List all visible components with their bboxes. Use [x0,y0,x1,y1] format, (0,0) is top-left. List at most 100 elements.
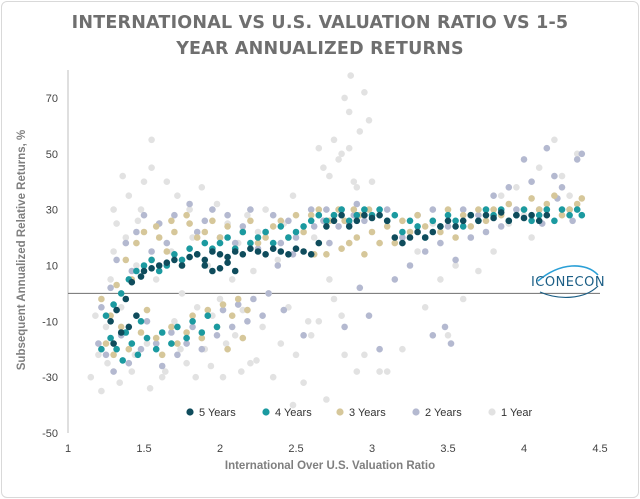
data-point-4-years [110,301,117,308]
data-point-2-years [335,223,342,230]
data-point-3-years [183,329,190,336]
data-point-4-years [520,206,528,213]
data-point-5-years [543,211,551,219]
data-point-2-years [323,206,330,213]
data-point-3-years [300,228,307,236]
data-point-5-years [406,234,414,241]
data-point-5-years [128,278,136,286]
data-point-1-year [119,172,126,180]
legend-marker [186,408,194,416]
data-point-4-years [300,223,307,230]
data-point-3-years [368,228,376,236]
legend-label: 3 Years [349,407,386,419]
data-point-2-years [168,329,175,336]
data-point-2-years [224,211,231,219]
legend: 5 Years 4 Years 3 Years 2 Years 1 Year [186,407,533,419]
data-point-1-year [207,362,215,370]
data-point-1-year [345,108,353,116]
data-point-1-year [421,304,429,311]
data-point-1-year [189,234,196,241]
data-point-2-years [148,248,155,255]
data-point-1-year [146,385,154,392]
data-point-1-year [345,144,353,152]
logo-text: ICONECON [531,275,605,290]
series-4-years [98,206,586,364]
data-point-1-year [162,368,169,375]
data-point-1-year [383,368,391,375]
data-point-4-years [345,217,353,225]
data-point-3-years [140,228,148,236]
data-point-1-year [347,72,355,79]
logo-swoosh-lower-icon [539,285,599,298]
data-point-1-year [350,178,358,185]
data-point-2-years [292,234,300,241]
data-point-3-years [558,211,566,219]
data-point-2-years [569,217,576,225]
data-point-3-years [467,223,475,230]
data-point-1-year [310,234,318,241]
data-point-4-years [338,206,345,213]
data-point-1-year [376,368,383,375]
data-point-2-years [361,217,368,225]
data-point-1-year [133,262,140,269]
data-point-1-year [107,276,114,283]
data-point-3-years [421,223,429,230]
data-point-2-years [158,362,166,370]
data-point-3-years [292,211,300,219]
data-point-1-year [361,89,368,96]
data-point-1-year [116,379,123,387]
data-point-4-years [482,206,490,213]
data-point-1-year [253,357,260,364]
data-point-5-years [133,312,140,320]
data-point-2-years [239,223,247,230]
data-point-1-year [183,359,190,367]
data-point-3-years [110,351,117,359]
data-point-5-years [421,234,429,241]
data-point-4-years [353,211,361,219]
chart-title-line-2: YEAR ANNUALIZED RETURNS [176,39,464,59]
data-point-2-years [543,144,551,152]
data-point-2-years [573,156,581,163]
data-point-2-years [528,178,535,185]
data-point-2-years [171,211,178,219]
data-point-5-years [467,211,475,219]
data-point-2-years [98,304,105,311]
data-point-3-years [353,234,361,241]
data-point-3-years [107,312,114,320]
data-point-4-years [543,206,551,213]
data-point-2-years [429,332,437,339]
data-point-4-years [174,323,181,331]
data-point-2-years [353,200,361,208]
data-point-1-year [228,276,236,283]
data-point-2-years [505,184,513,191]
data-point-5-years [452,223,459,230]
data-point-2-years [140,211,148,219]
y-tick-label: 70 [46,93,58,105]
data-point-1-year [330,136,338,144]
data-point-2-years [399,234,406,241]
data-point-4-years [361,206,368,213]
data-point-2-years [376,345,383,353]
data-point-2-years [326,239,333,247]
data-point-5-years [224,259,231,267]
data-point-1-year [148,136,155,144]
data-point-2-years [174,351,181,359]
data-point-3-years [193,234,201,241]
data-point-5-years [285,251,292,258]
data-point-4-years [551,217,558,225]
data-point-1-year [289,401,297,409]
data-point-4-years [137,318,145,325]
data-point-1-year [198,184,206,191]
data-point-1-year [277,340,285,347]
data-point-4-years [452,217,459,225]
data-point-5-years [163,259,171,267]
data-point-2-years [186,200,193,208]
data-point-1-year [143,340,151,347]
data-point-1-year [315,318,323,325]
data-point-5-years [315,239,323,247]
x-tick-label: 4 [521,443,527,455]
data-point-5-years [414,228,421,236]
legend-label: 4 Years [275,407,312,419]
data-point-3-years [551,192,558,199]
